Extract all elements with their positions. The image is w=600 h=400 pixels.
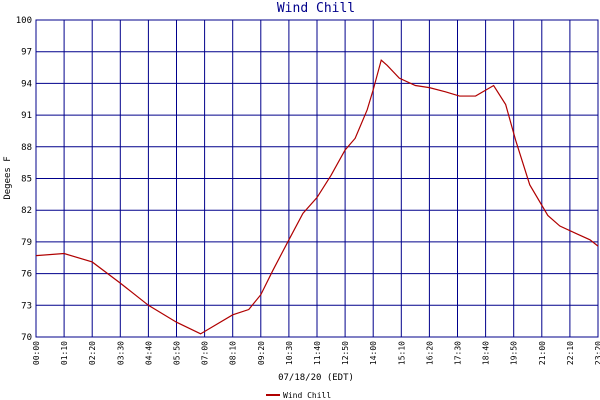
y-tick-label: 94 <box>21 79 32 89</box>
x-tick-label: 19:50 <box>510 341 519 365</box>
x-axis-label: 07/18/20 (EDT) <box>278 373 354 383</box>
y-axis-label: Degees F <box>3 156 13 199</box>
y-tick-label: 97 <box>21 48 32 58</box>
x-tick-label: 14:00 <box>369 341 378 365</box>
x-tick-label: 22:10 <box>566 341 575 365</box>
legend-label: Wind Chill <box>283 391 331 400</box>
y-tick-label: 88 <box>21 143 32 153</box>
x-tick-label: 00:00 <box>32 341 41 365</box>
y-tick-label: 79 <box>21 238 32 248</box>
y-tick-label: 73 <box>21 301 32 311</box>
x-tick-label: 07:00 <box>201 341 210 365</box>
y-tick-label: 82 <box>21 206 32 216</box>
x-tick-label: 18:40 <box>482 341 491 365</box>
x-tick-label: 21:00 <box>538 341 547 365</box>
y-tick-label: 70 <box>21 333 32 343</box>
y-tick-label: 85 <box>21 175 32 185</box>
x-tick-label: 11:40 <box>313 341 322 365</box>
x-tick-label: 15:10 <box>397 341 406 365</box>
x-tick-label: 03:30 <box>116 341 125 365</box>
y-tick-label: 100 <box>16 16 32 26</box>
x-tick-label: 04:40 <box>144 341 153 365</box>
x-tick-label: 17:30 <box>454 341 463 365</box>
x-tick-label: 05:50 <box>173 341 182 365</box>
x-tick-label: 09:20 <box>257 341 266 365</box>
x-tick-label: 02:20 <box>88 341 97 365</box>
chart-title: Wind Chill <box>277 1 355 16</box>
x-tick-label: 12:50 <box>341 341 350 365</box>
data-line <box>35 59 599 335</box>
x-tick-label: 10:30 <box>285 341 294 365</box>
x-tick-label: 01:10 <box>60 341 69 365</box>
x-tick-label: 08:10 <box>229 341 238 365</box>
y-tick-label: 91 <box>21 111 32 121</box>
x-tick-label: 16:20 <box>425 341 434 365</box>
y-tick-label: 76 <box>21 270 32 280</box>
x-tick-label: 23:20 <box>594 341 600 365</box>
